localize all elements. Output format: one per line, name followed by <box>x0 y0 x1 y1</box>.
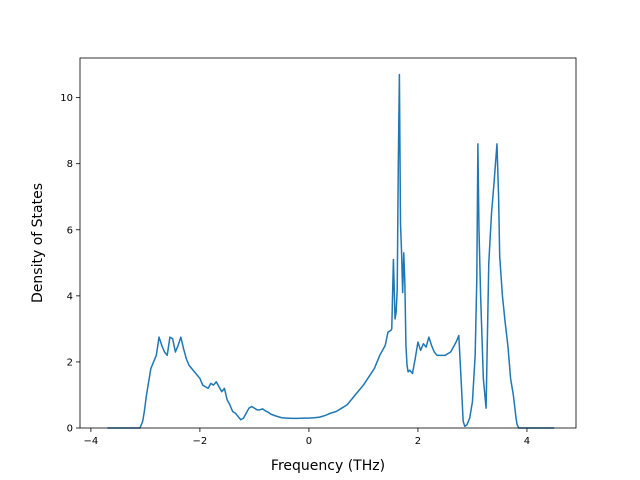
y-axis-label: Density of States <box>30 183 46 303</box>
plot-frame <box>79 57 577 429</box>
x-tick-label: 2 <box>415 436 421 447</box>
x-tick-label: −4 <box>84 436 99 447</box>
y-tick-label: 6 <box>67 225 73 236</box>
tick-layer: −4 −2 0 2 4 0 2 4 6 8 10 <box>60 93 530 447</box>
x-tick-label: 0 <box>306 436 312 447</box>
x-tick-label: −2 <box>193 436 208 447</box>
y-tick-label: 4 <box>67 291 73 302</box>
plot-area <box>80 58 576 428</box>
y-tick-label: 10 <box>60 93 73 104</box>
y-tick-label: 0 <box>67 424 73 435</box>
dos-series-line <box>107 73 555 429</box>
x-axis-label: Frequency (THz) <box>271 458 385 474</box>
x-tick-label: 4 <box>524 436 530 447</box>
y-tick-label: 8 <box>67 159 73 170</box>
y-tick-label: 2 <box>67 357 73 368</box>
